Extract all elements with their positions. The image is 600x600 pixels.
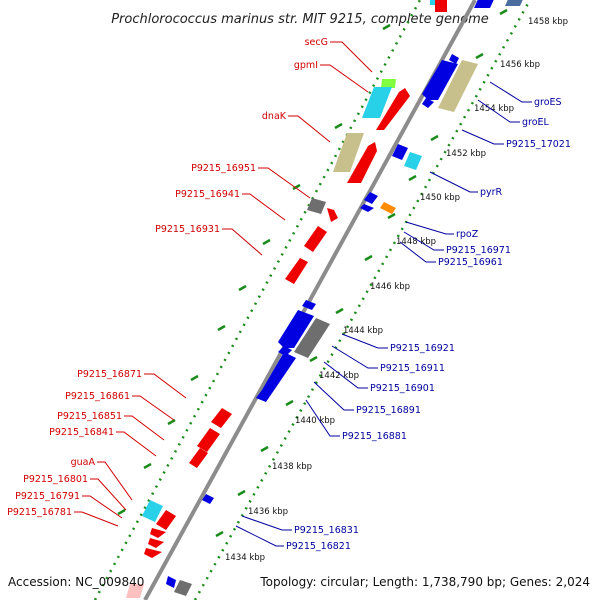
gene-feature [376, 88, 410, 130]
gene-label: P9215_16851 [57, 411, 122, 422]
gene-label: P9215_16821 [286, 541, 351, 552]
gene-label: P9215_16841 [49, 427, 114, 438]
gene-feature [294, 318, 330, 358]
gene-feature [202, 494, 214, 504]
gene-label: P9215_16801 [23, 474, 88, 485]
gene-label: P9215_16861 [65, 391, 130, 402]
gene-feature [304, 226, 327, 252]
gene-feature [392, 144, 408, 160]
gene-feature [422, 98, 434, 108]
gene-label: groEL [522, 117, 550, 128]
gene-feature [148, 538, 164, 548]
gene-label: P9215_16971 [446, 245, 511, 256]
scale-label: 1456 kbp [500, 60, 540, 70]
scale-label: 1442 kbp [319, 371, 359, 381]
forward-genes [126, 0, 447, 598]
gene-label: P9215_16931 [155, 224, 220, 235]
scale-label: 1446 kbp [370, 282, 410, 292]
gene-label: P9215_16781 [7, 507, 72, 518]
gene-label: groES [534, 97, 562, 108]
gene-label: guaA [71, 457, 96, 468]
gene-feature [381, 79, 396, 88]
gene-label: P9215_16911 [380, 363, 445, 374]
scale-label: 1452 kbp [446, 149, 486, 159]
gene-label: P9215_16901 [370, 383, 435, 394]
gene-label: P9215_17021 [506, 139, 571, 150]
gene-label: P9215_16921 [390, 343, 455, 354]
gene-label: gpmI [294, 60, 318, 71]
gene-label: rpoZ [456, 229, 479, 240]
scale-label: 1450 kbp [420, 193, 460, 203]
genome-backbone [143, 0, 477, 600]
gene-feature [327, 208, 338, 222]
gene-feature [449, 54, 459, 64]
gene-feature [197, 428, 220, 452]
gene-feature [126, 584, 144, 598]
scale-label: 1436 kbp [248, 507, 288, 517]
gene-feature [505, 0, 523, 6]
scale-labels: 1458 kbp 1456 kbp 1454 kbp 1452 kbp 1450… [225, 17, 568, 563]
gene-feature [166, 576, 176, 588]
scale-ticks [117, 8, 508, 538]
gene-feature [422, 60, 458, 100]
forward-ruler-line [93, 0, 422, 600]
gene-feature [142, 500, 163, 522]
gene-feature [256, 352, 296, 402]
gene-label: pyrR [480, 187, 503, 198]
gene-feature [360, 204, 374, 212]
gene-label: P9215_16891 [356, 405, 421, 416]
scale-label: 1454 kbp [474, 104, 514, 114]
gene-label: P9215_16951 [191, 163, 256, 174]
scale-label: 1434 kbp [225, 553, 265, 563]
forward-leaders [74, 41, 373, 527]
gene-feature [302, 300, 316, 310]
reverse-ruler-line [193, 0, 532, 600]
gene-label: P9215_16871 [77, 369, 142, 380]
gene-feature [189, 448, 208, 468]
gene-feature [362, 87, 392, 118]
genome-title: Prochlorococcus marinus str. MIT 9215, c… [111, 12, 489, 27]
gene-label: dnaK [262, 111, 287, 122]
gene-label: P9215_16961 [438, 257, 503, 268]
gene-feature [404, 152, 422, 170]
gene-label: secG [305, 37, 328, 48]
gene-feature [285, 258, 308, 284]
gene-feature [150, 528, 166, 538]
gene-feature [333, 133, 364, 172]
scale-label: 1438 kbp [272, 462, 312, 472]
gene-feature [278, 346, 292, 356]
gene-feature [474, 0, 494, 8]
gene-feature [380, 202, 396, 214]
topology-text: Topology: circular; Length: 1,738,790 bp… [259, 575, 590, 589]
gene-feature [435, 0, 447, 12]
gene-label: P9215_16791 [15, 491, 80, 502]
gene-feature [307, 198, 326, 214]
gene-feature [278, 310, 314, 348]
gene-label: P9215_16881 [342, 431, 407, 442]
gene-label: P9215_16831 [294, 525, 359, 536]
scale-label: 1444 kbp [343, 326, 383, 336]
accession-text: Accession: NC_009840 [8, 575, 144, 589]
scale-label: 1440 kbp [295, 416, 335, 426]
forward-labels: secG gpmI dnaK P9215_16951 P9215_16941 P… [7, 37, 328, 518]
gene-feature [364, 192, 378, 204]
gene-label: P9215_16941 [175, 189, 240, 200]
scale-label: 1448 kbp [396, 237, 436, 247]
gene-feature [144, 548, 162, 558]
reverse-genes [166, 0, 523, 596]
gene-feature [211, 408, 232, 428]
scale-label: 1458 kbp [528, 17, 568, 27]
gene-feature [347, 142, 377, 183]
gene-feature [438, 60, 478, 112]
reverse-labels: groES groEL P9215_17021 pyrR rpoZ P9215_… [286, 97, 571, 552]
gene-feature [174, 580, 192, 596]
reverse-leaders [235, 81, 532, 547]
gene-feature [156, 510, 176, 530]
